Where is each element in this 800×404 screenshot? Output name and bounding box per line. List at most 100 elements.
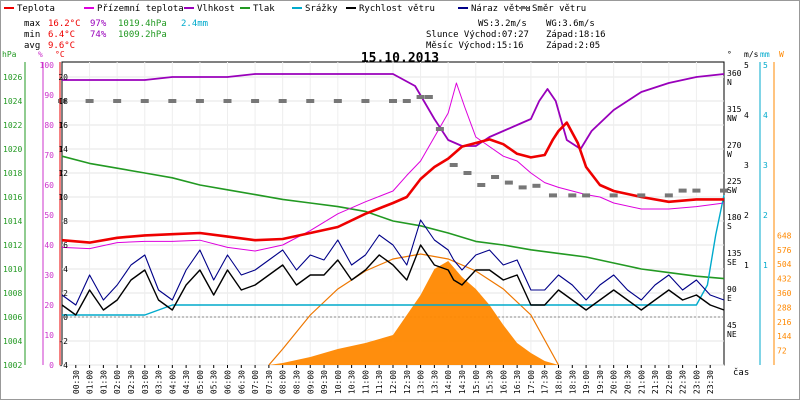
axis-unit-w: W — [779, 50, 784, 59]
stats-max-label: max — [24, 19, 41, 29]
series-wind-gust — [61, 219, 725, 306]
axis-tick-dir: 135 — [727, 249, 742, 258]
series-solar-radiation — [268, 261, 559, 365]
axis-tick-x: 09:30 — [320, 370, 329, 394]
series-temperature — [61, 121, 724, 244]
axis-tick-w: 72 — [777, 347, 787, 356]
axis-tick-x: 08:00 — [279, 370, 288, 394]
axis-tick-temp: 16 — [58, 121, 68, 130]
wind-direction-point — [720, 188, 728, 193]
axis-tick-hpa: 1008 — [3, 289, 22, 298]
stats-max-pres: 1019.4hPa — [118, 19, 167, 29]
stats-max-rain: 2.4mm — [181, 19, 208, 29]
wind-direction-point — [609, 193, 618, 198]
stats-min-temp: 6.4°C — [48, 30, 75, 40]
axis-tick-x: 23:30 — [706, 370, 715, 394]
axis-tick-pct: 50 — [44, 211, 54, 220]
axis-tick-temp: 0 — [63, 313, 68, 322]
axis-tick-temp: 20 — [58, 73, 68, 82]
axis-tick-x: 10:00 — [334, 370, 343, 394]
axis-tick-temp: 14 — [58, 145, 68, 154]
axis-tick-x: 14:30 — [458, 370, 467, 394]
axis-tick-pct: 10 — [44, 331, 54, 340]
axis-tick-hpa: 1004 — [3, 337, 22, 346]
axis-tick-x: 21:30 — [651, 370, 660, 394]
axis-tick-x: 11:30 — [375, 370, 384, 394]
axis-tick-w: 288 — [777, 303, 792, 312]
stats-block: max 16.2°C 97% 1019.4hPa 2.4mm min 6.4°C… — [24, 19, 208, 51]
wind-direction-point — [223, 99, 232, 103]
wind-direction-point — [168, 99, 177, 103]
wind-direction-point — [463, 171, 472, 175]
wind-direction-point — [402, 99, 411, 103]
axis-tick-pct: 80 — [44, 121, 54, 130]
wind-direction-point — [568, 193, 577, 198]
axis-tick-dir: 90 — [727, 285, 737, 294]
axis-tick-temp: 6 — [63, 241, 68, 250]
stats-min-hum: 74% — [90, 30, 107, 40]
wind-direction-point — [491, 175, 500, 179]
wind-direction-point — [532, 183, 541, 188]
axis-tick-hpa: 1026 — [3, 73, 22, 82]
axis-tick-x: 23:00 — [692, 370, 701, 394]
wind-direction-point — [582, 193, 591, 198]
axis-tick-x: 05:30 — [210, 370, 219, 394]
axis-tick-x: 07:30 — [265, 370, 274, 394]
axis-tick-x: 02:00 — [113, 370, 122, 394]
wind-direction-point — [251, 99, 260, 103]
axis-tick-temp: 12 — [58, 169, 68, 178]
axis-tick-x: 19:30 — [596, 370, 605, 394]
axis-tick-ms: 5 — [744, 61, 749, 70]
axis-tick-mm: 3 — [763, 161, 768, 170]
axis-tick-dir-letter: S — [727, 222, 732, 231]
axis-tick-hpa: 1006 — [3, 313, 22, 322]
stats-max-temp: 16.2°C — [48, 19, 81, 29]
axis-tick-pct: 30 — [44, 271, 54, 280]
axis-tick-temp: 4 — [63, 265, 68, 274]
axis-tick-pct: 70 — [44, 151, 54, 160]
series-theoretical-radiation — [268, 253, 560, 366]
stats-max-hum: 97% — [90, 19, 107, 29]
wind-direction-point — [195, 99, 204, 103]
axes: hPa% °C ° m/s mm W102610241022102010181016101… — [2, 50, 792, 394]
axis-tick-dir-letter: SW — [727, 186, 737, 195]
axis-tick-x: 04:30 — [182, 370, 191, 394]
wind-gust-info: WG:3.6m/s — [546, 19, 595, 29]
moonset-info: Západ:2:05 — [546, 41, 600, 51]
axis-tick-dir-letter: NE — [727, 330, 737, 339]
axis-tick-ms: 4 — [744, 111, 749, 120]
legend-label: Náraz větru — [471, 4, 531, 14]
axis-tick-x: 00:30 — [72, 370, 81, 394]
stats-avg-temp: 9.6°C — [48, 41, 75, 51]
axis-tick-x: 07:00 — [251, 370, 260, 394]
axis-tick-temp: 18 — [58, 97, 68, 106]
axis-tick-x: 08:30 — [292, 370, 301, 394]
series-ground-temperature — [61, 82, 725, 252]
axis-tick-x: 11:00 — [361, 370, 370, 394]
wind-direction-point — [58, 99, 66, 103]
legend-label: Tlak — [253, 4, 275, 14]
axis-tick-dir: 225 — [727, 177, 742, 186]
axis-tick-temp: 2 — [63, 289, 68, 298]
axis-tick-mm: 1 — [763, 261, 768, 270]
wind-direction-point — [424, 95, 433, 99]
axis-tick-temp: 8 — [63, 217, 68, 226]
axis-tick-ms: 2 — [744, 211, 749, 220]
axis-tick-dir: 180 — [727, 213, 742, 222]
stats-min-pres: 1009.2hPa — [118, 30, 167, 40]
axis-tick-x: 18:00 — [555, 370, 564, 394]
legend-label: Přízemní teplota — [97, 4, 184, 14]
wind-direction-point — [416, 95, 425, 99]
axis-tick-x: 02:30 — [127, 370, 136, 394]
axis-tick-hpa: 1020 — [3, 145, 22, 154]
axis-tick-hpa: 1010 — [3, 265, 22, 274]
axis-tick-x: 19:00 — [582, 370, 591, 394]
axis-unit-mm: mm — [760, 50, 770, 59]
wind-direction-point — [449, 163, 458, 167]
wind-direction-point — [548, 193, 557, 198]
axis-tick-pct: 20 — [44, 301, 54, 310]
legend-label: Teplota — [17, 4, 55, 14]
axis-tick-hpa: 1014 — [3, 217, 22, 226]
wind-direction-point — [664, 193, 673, 198]
